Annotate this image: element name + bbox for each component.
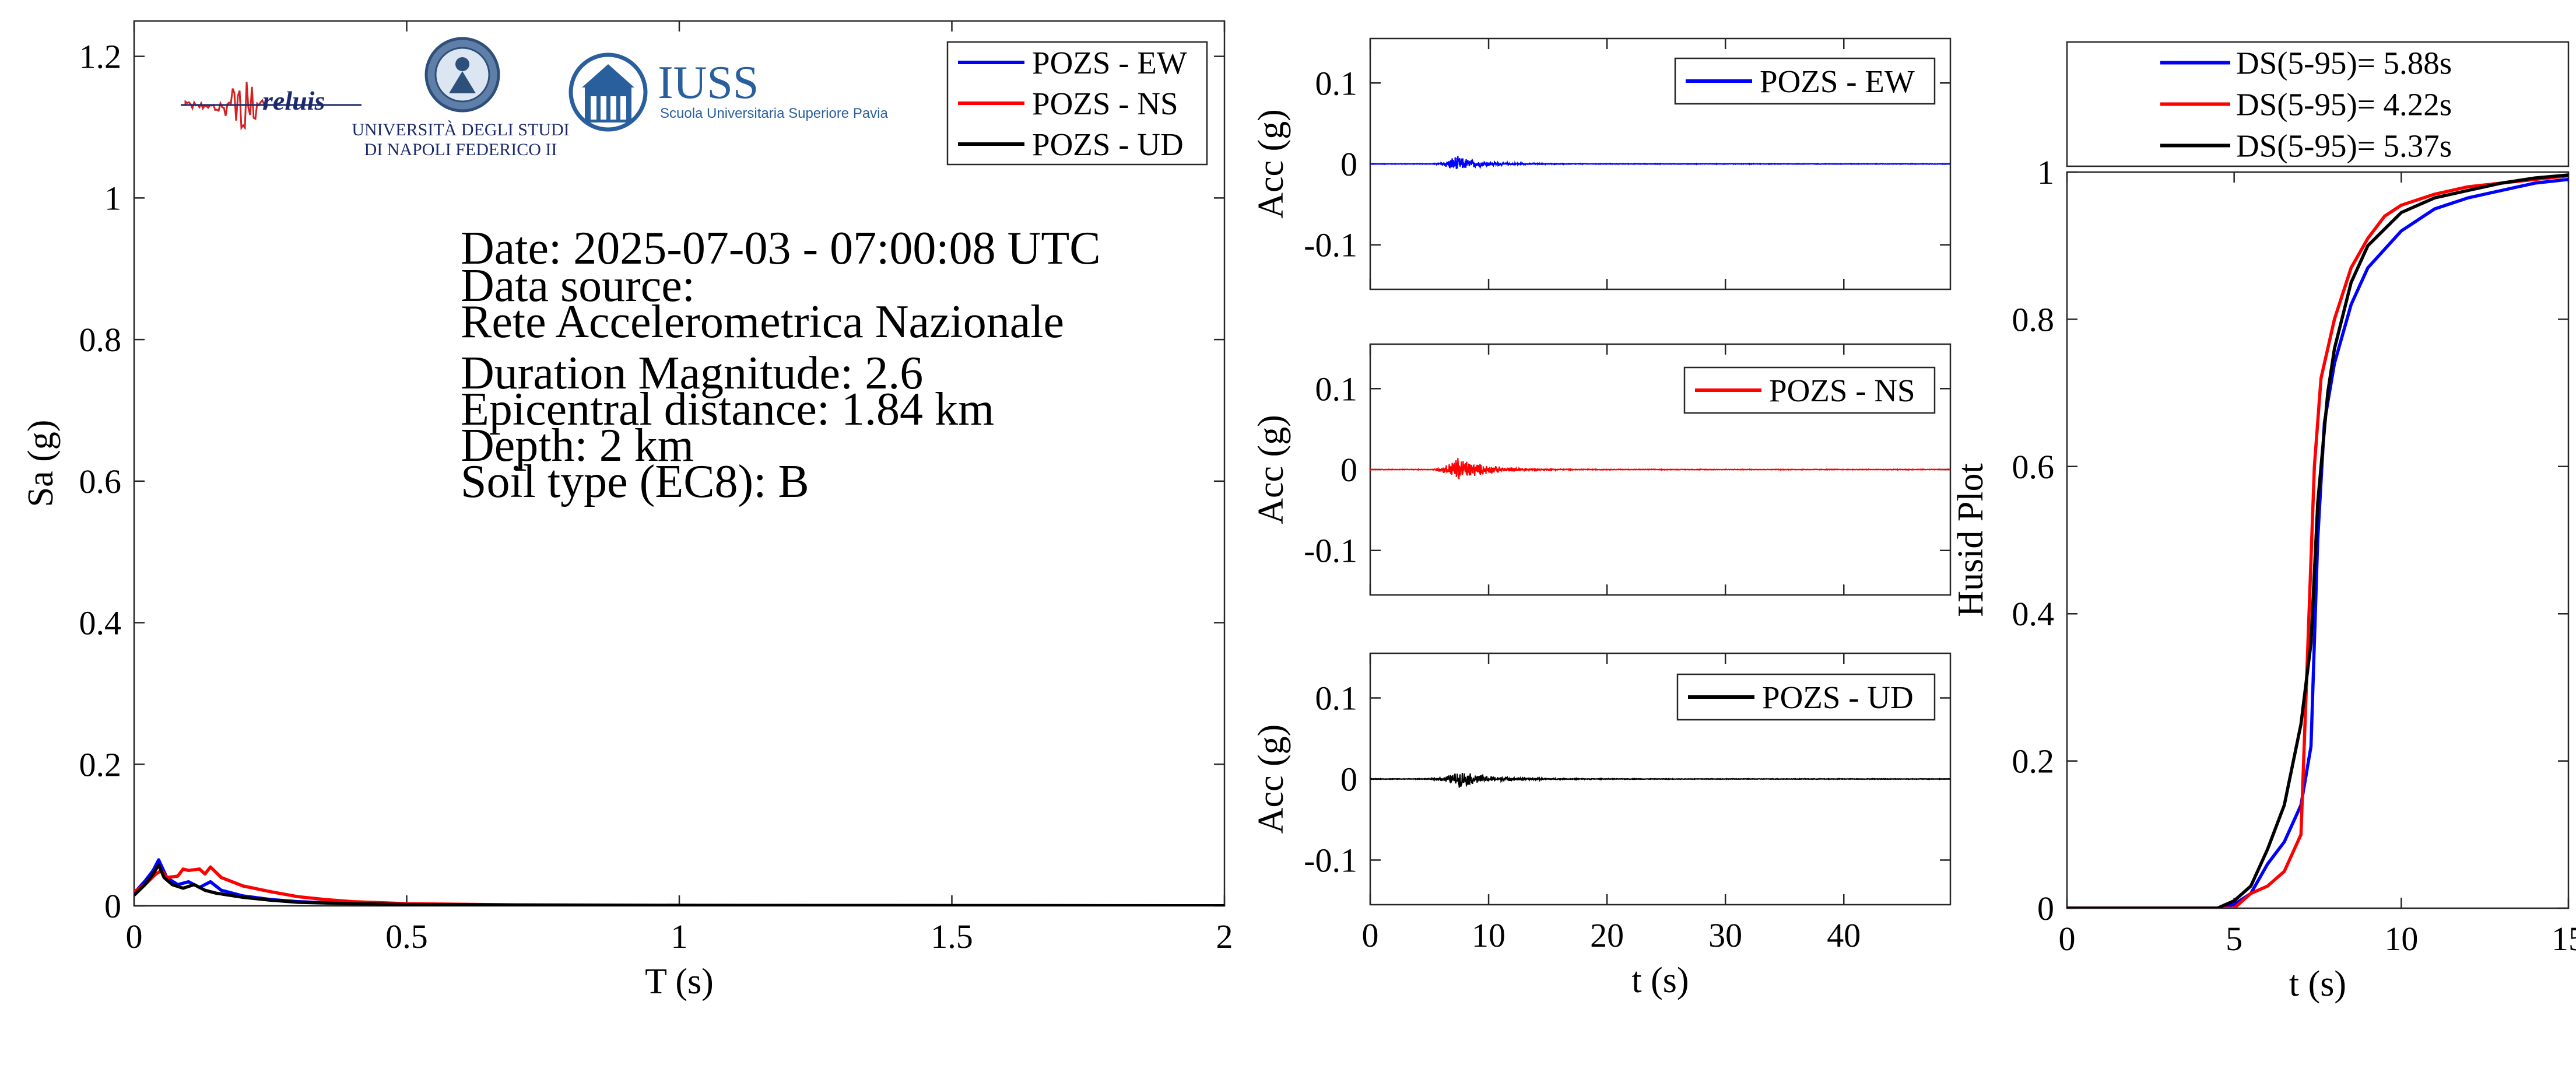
acc-ew-ytick-label: 0.1	[1315, 64, 1358, 102]
spectrum-legend-label: POZS - EW	[1032, 45, 1187, 80]
spectrum-series-pozs-ud	[134, 863, 1224, 906]
husid-legend-label: DS(5-95)= 5.88s	[2236, 45, 2452, 81]
unina-logo-line2: DI NAPOLI FEDERICO II	[364, 140, 557, 159]
acc-ud-ylabel: Acc (g)	[1251, 724, 1291, 834]
husid-ytick-label: 0.2	[2012, 743, 2055, 780]
husid-ytick-label: 0	[2037, 890, 2054, 927]
reluis-logo: reluis	[181, 82, 362, 131]
spectrum-legend-label: POZS - UD	[1032, 127, 1184, 162]
acc-ns-ylabel: Acc (g)	[1251, 415, 1291, 524]
soil-type: Soil type (EC8): B	[461, 456, 809, 507]
acc-ud-xtick-label: 30	[1708, 916, 1742, 954]
unina-logo: UNIVERSITÀ DEGLI STUDI DI NAPOLI FEDERIC…	[352, 37, 570, 159]
spectrum-xtick-label: 1	[671, 918, 688, 955]
spectrum-xtick-label: 0.5	[385, 918, 428, 955]
husid-legend-label: DS(5-95)= 4.22s	[2236, 87, 2452, 122]
spectrum-ylabel: Sa (g)	[21, 420, 61, 507]
husid-ytick-label: 0.6	[2012, 448, 2055, 486]
data-source: Rete Accelerometrica Nazionale	[461, 296, 1064, 348]
acc-ud-xlabel: t (s)	[1631, 961, 1689, 1000]
logos: reluis UNIVERSITÀ DEGLI STUDI DI NAPOLI …	[181, 37, 889, 159]
acc-ud-xtick-label: 20	[1590, 916, 1624, 954]
acc-ew-series-pozs-ew	[1370, 156, 1950, 170]
acc-ns-legend: POZS - NS	[1683, 366, 1936, 414]
acc-ud-ytick-label: 0	[1340, 761, 1357, 799]
acc-ns-ytick-label: -0.1	[1304, 532, 1357, 570]
husid-ytick-label: 1	[2037, 153, 2054, 191]
acc-ew-ylabel: Acc (g)	[1251, 109, 1291, 219]
acc-ud-ytick-label: -0.1	[1304, 842, 1357, 880]
husid-series-ds-5-95-4-22s	[2067, 174, 2568, 908]
acc-ud-series-pozs-ud	[1370, 773, 1950, 788]
husid-xtick-label: 15	[2552, 920, 2576, 958]
depth: Depth: 2 km	[461, 420, 694, 471]
acc-ud-legend-label: POZS - UD	[1762, 680, 1914, 715]
husid-panel: 00.20.40.60.81051015t (s)Husid PlotDS(5-…	[1951, 41, 2576, 1004]
acc-ud-xtick-label: 0	[1362, 916, 1379, 954]
husid-axes-box	[2066, 171, 2570, 909]
husid-ytick-label: 0.4	[2012, 595, 2055, 633]
epicentral-distance: Epicentral distance: 1.84 km	[461, 384, 994, 435]
acc-ew-ytick-label: -0.1	[1304, 226, 1357, 264]
event-info: Date: 2025-07-03 - 07:00:08 UTC Data sou…	[461, 223, 1101, 507]
acc-ud-ytick-label: 0.1	[1315, 679, 1358, 717]
husid-series-ds-5-95-5-37s	[2067, 173, 2568, 908]
spectrum-ytick-label: 1	[104, 179, 121, 217]
husid-ytick-label: 0.8	[2012, 300, 2055, 338]
spectrum-xlabel: T (s)	[645, 962, 714, 1002]
spectrum-xtick-label: 1.5	[931, 918, 973, 955]
spectrum-ytick-label: 1.2	[79, 38, 122, 76]
iuss-logo-subtitle: Scuola Universitaria Superiore Pavia	[660, 106, 889, 121]
acc-ns-panel: -0.1 0 0.1 Acc (g) POZS - NS	[1251, 343, 1952, 596]
iuss-logo: IUSS Scuola Universitaria Superiore Pavi…	[568, 52, 889, 132]
acc-ns-ytick-label: 0.1	[1315, 370, 1358, 408]
acc-ud-panel: -0.100.10 10 20 30 40t (s)Acc (g)POZS - UD	[1251, 652, 1952, 1000]
acc-ew-ytick-label: 0	[1340, 145, 1357, 183]
spectrum-legend: POZS - EW POZS - NS POZS - UD	[946, 41, 1208, 166]
husid-legend-label: DS(5-95)= 5.37s	[2236, 128, 2452, 164]
acc-ud-xtick-label: 40	[1827, 916, 1861, 954]
spectrum-xtick-label: 0	[126, 918, 143, 955]
acc-ns-legend-label: POZS - NS	[1769, 373, 1915, 408]
spectrum-ytick-label: 0.8	[79, 321, 122, 359]
husid-xtick-label: 10	[2384, 920, 2418, 958]
reluis-logo-text: reluis	[262, 86, 325, 115]
iuss-logo-text: IUSS	[658, 57, 759, 108]
spectrum-ytick-label: 0.6	[79, 463, 122, 500]
spectrum-panel: 0 0.2 0.4 0.6 0.8 1 1.2 0 0.5 1 1.5 2 T (s) Sa (g) POZ…	[21, 20, 1233, 1002]
acc-ew-panel: -0.1 0 0.1 Acc (g) POZS - EW	[1251, 37, 1952, 290]
husid-xlabel: t (s)	[2289, 964, 2346, 1004]
spectrum-ytick-label: 0.2	[79, 745, 122, 783]
husid-xtick-label: 0	[2059, 920, 2076, 958]
unina-logo-line1: UNIVERSITÀ DEGLI STUDI	[352, 120, 569, 139]
acc-ew-legend-label: POZS - EW	[1760, 64, 1915, 99]
acc-ns-series-pozs-ns	[1370, 458, 1950, 479]
duration-magnitude: Duration Magnitude: 2.6	[461, 348, 923, 399]
acc-ns-ytick-label: 0	[1340, 451, 1357, 489]
spectrum-ytick-label: 0	[104, 887, 121, 925]
acc-ew-legend: POZS - EW	[1674, 57, 1936, 105]
husid-legend: DS(5-95)= 5.88s DS(5-95)= 4.22s DS(5-95)= …	[2066, 41, 2570, 167]
acc-ud-xtick-label: 10	[1472, 916, 1505, 954]
spectrum-ytick-label: 0.4	[79, 604, 122, 642]
acc-ud-legend: POZS - UD	[1676, 673, 1936, 721]
data-source-label: Data source:	[461, 260, 695, 311]
husid-ylabel: Husid Plot	[1951, 463, 1991, 617]
husid-xtick-label: 5	[2226, 920, 2242, 958]
spectrum-xtick-label: 2	[1216, 918, 1233, 955]
husid-legend-box	[2066, 41, 2570, 167]
event-date: Date: 2025-07-03 - 07:00:08 UTC	[461, 223, 1101, 274]
spectrum-legend-label: POZS - NS	[1032, 86, 1178, 121]
